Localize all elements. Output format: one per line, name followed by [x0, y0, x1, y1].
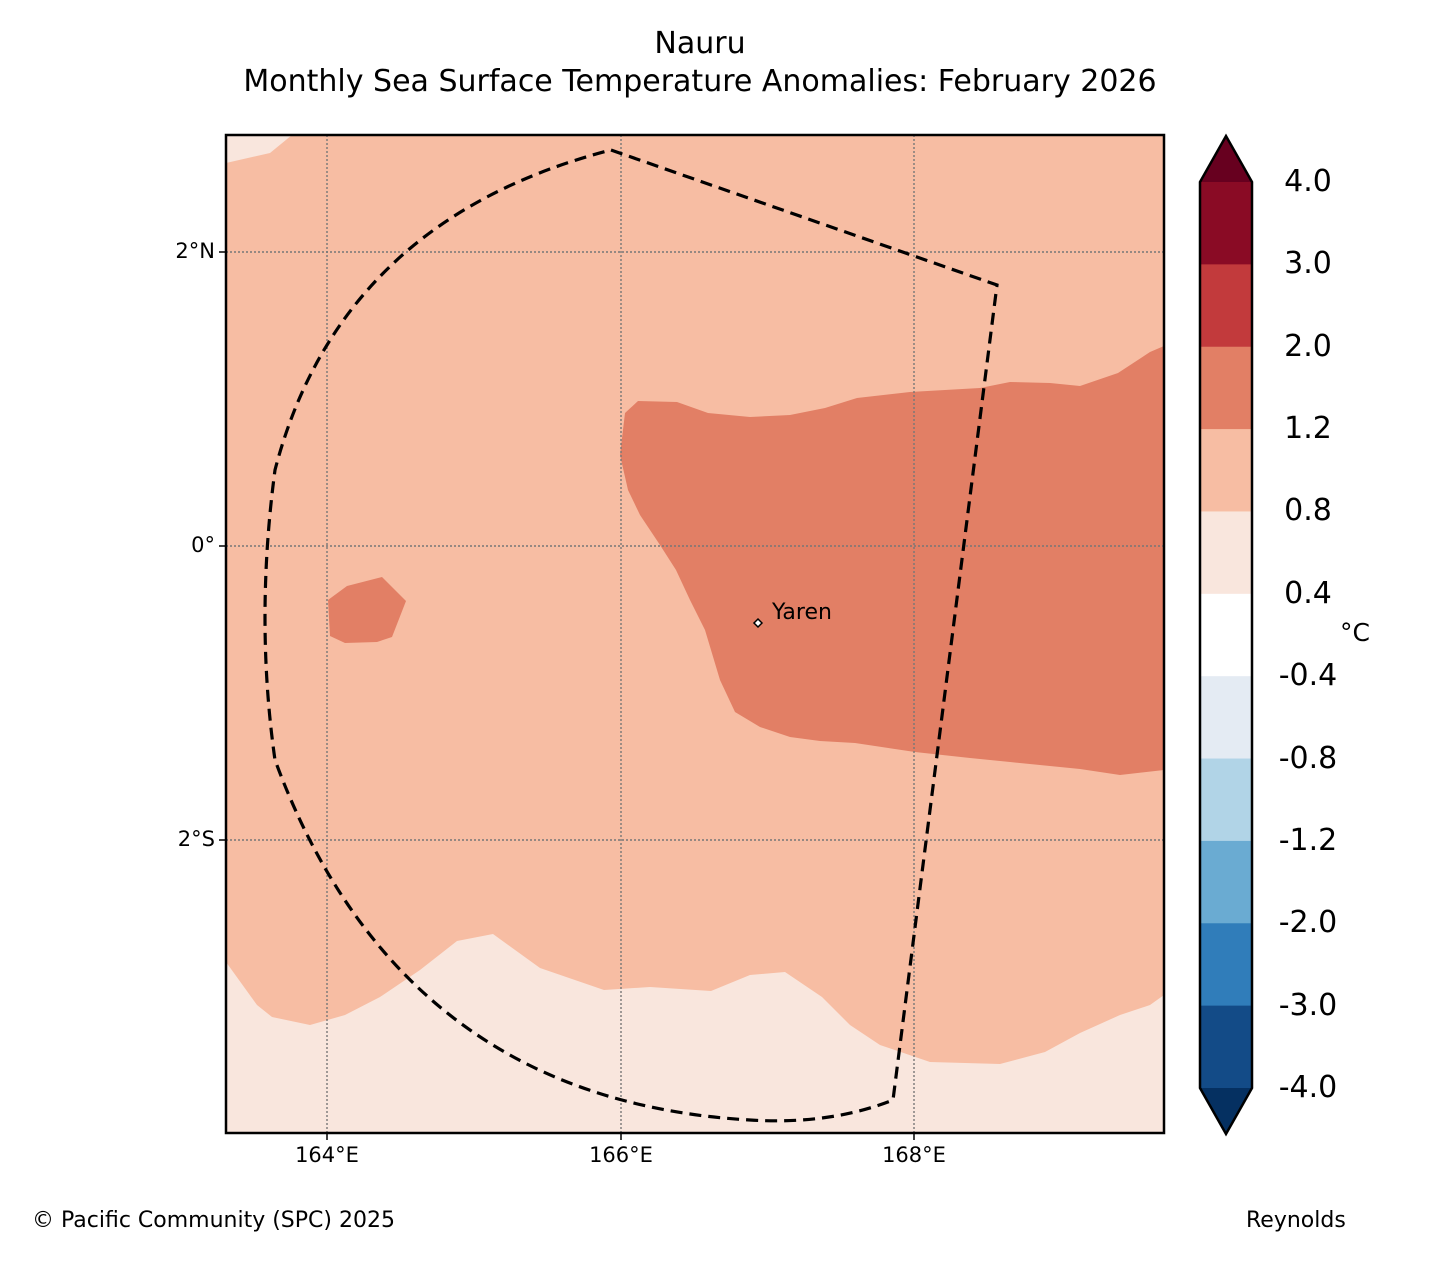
map-subtitle: Monthly Sea Surface Temperature Anomalie…: [243, 64, 1157, 99]
field-band-1-2-2-0-east: [620, 346, 1164, 775]
colorbar-tick-label: 4.0: [1284, 164, 1332, 199]
map-title: Nauru: [654, 26, 746, 61]
colorbar-tick-label: -2.0: [1278, 905, 1338, 941]
colorbar-segment: [1200, 264, 1252, 348]
copyright-text: © Pacific Community (SPC) 2025: [32, 1208, 395, 1233]
anomaly-field: [226, 135, 1164, 1133]
eez-boundary: [263, 148, 999, 1123]
colorbar-extend-min: [1200, 1088, 1252, 1134]
colorbar-tick-label: 2.0: [1284, 328, 1332, 364]
colorbar-unit: °C: [1340, 618, 1370, 647]
lon-label-164e: 164°E: [295, 1143, 359, 1167]
lat-label-0: 0°: [191, 533, 215, 557]
colorbar-tick-label: -0.4: [1278, 658, 1338, 694]
lon-label-168e: 168°E: [882, 1143, 946, 1167]
capital-label: Yaren: [771, 600, 832, 625]
colorbar-segment: [1200, 593, 1252, 677]
colorbar-outline: [1198, 133, 1254, 1137]
field-band-0-4-0-8-south: [226, 934, 1164, 1133]
colorbar-tick-label: 0.8: [1284, 493, 1332, 529]
colorbar: [1198, 133, 1254, 1137]
field-band-0-4-0-8-north: [226, 135, 292, 163]
colorbar-segment: [1200, 923, 1252, 1007]
colorbar-tick-label: 0.4: [1284, 575, 1332, 611]
colorbar-tick-label: 1.2: [1284, 411, 1332, 447]
colorbar-tick-label: 3.0: [1284, 246, 1332, 282]
tick-marks: [219, 251, 915, 1140]
data-source-text: Reynolds: [1246, 1208, 1346, 1233]
capital-marker: [752, 617, 764, 629]
field-band-1-2-2-0-west: [328, 577, 406, 643]
lat-label-2n: 2°N: [175, 239, 215, 263]
colorbar-segment: [1200, 1005, 1252, 1089]
map-frame: [224, 133, 1166, 1135]
colorbar-segment: [1200, 429, 1252, 512]
colorbar-segment: [1200, 758, 1252, 842]
lon-label-166e: 166°E: [589, 1143, 653, 1167]
colorbar-tick-label: -4.0: [1278, 1070, 1338, 1105]
colorbar-segment: [1200, 840, 1252, 924]
colorbar-tick-label: -3.0: [1278, 987, 1338, 1023]
colorbar-tick-label: -0.8: [1278, 740, 1338, 776]
colorbar-segment: [1200, 346, 1252, 430]
colorbar-extend-max: [1200, 136, 1252, 182]
colorbar-tick-label: -1.2: [1278, 822, 1338, 858]
colorbar-segment: [1200, 676, 1252, 760]
colorbar-segment: [1200, 182, 1252, 265]
gridlines: [226, 135, 1164, 1133]
colorbar-segment: [1200, 511, 1252, 595]
lat-label-2s: 2°S: [177, 827, 215, 851]
